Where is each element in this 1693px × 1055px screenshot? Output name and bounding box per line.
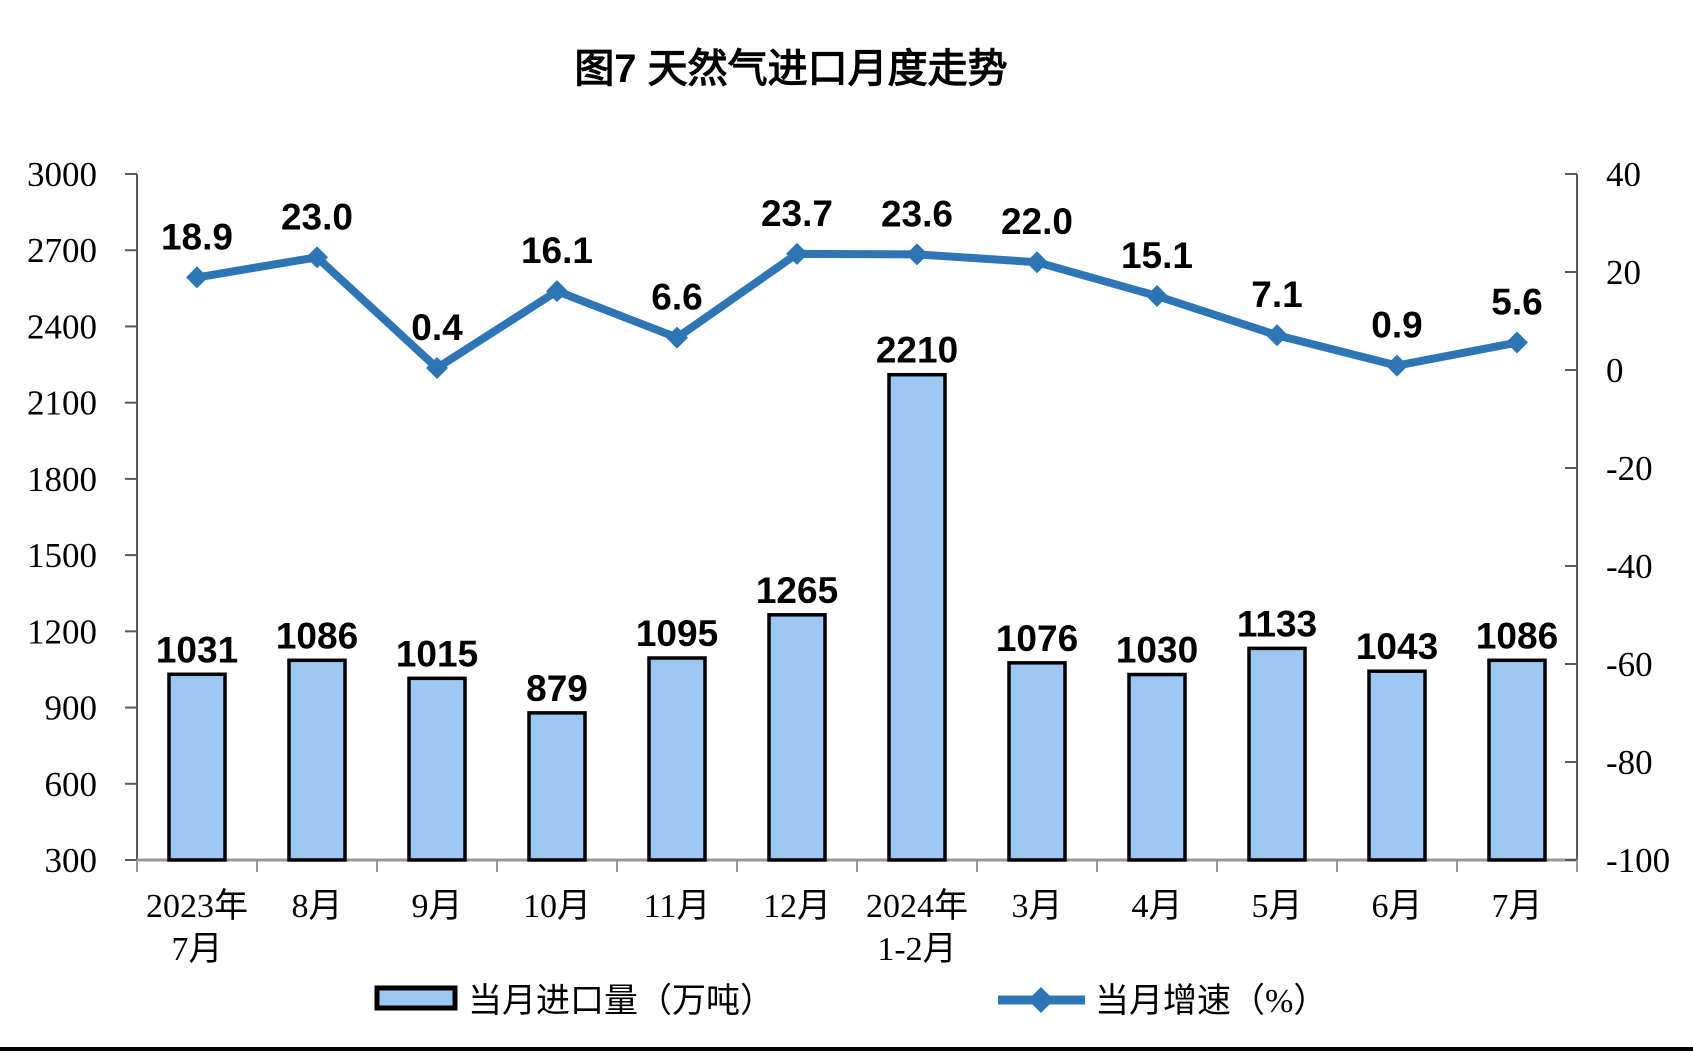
legend-bar-label: 当月进口量（万吨） (468, 982, 774, 1020)
bar (1487, 658, 1547, 862)
bar (407, 676, 467, 862)
category-label: 3月 (1012, 888, 1063, 925)
bar-value-label: 1086 (276, 615, 358, 656)
left-axis-tick-label: 900 (45, 689, 98, 728)
line-marker-diamond-icon (1026, 251, 1048, 274)
right-axis-tick-label: -80 (1606, 743, 1653, 782)
line-value-label: 0.4 (411, 307, 463, 348)
category-label: 2023年 (146, 887, 248, 925)
line-marker-diamond-icon (1266, 324, 1288, 347)
bar-value-label: 1043 (1356, 626, 1438, 667)
right-axis-tick-label: -60 (1606, 645, 1653, 684)
category-label: 5月 (1252, 888, 1303, 925)
left-axis-tick-label: 1800 (27, 460, 97, 499)
bar (647, 656, 707, 862)
bar (767, 613, 827, 862)
bar (1247, 646, 1307, 862)
right-axis-tick-label: 40 (1606, 155, 1641, 194)
bar-value-label: 1031 (156, 629, 238, 670)
bar (887, 372, 947, 862)
axes: 3000 2700 2400 2100 1800 1500 1200 900 600 300 40 2… (27, 155, 1670, 880)
right-axis-tick-label: -20 (1606, 449, 1653, 488)
line-marker-diamond-icon (546, 280, 568, 303)
line-value-label: 7.1 (1251, 274, 1302, 315)
line-marker-diamond-icon (786, 242, 808, 265)
bar-value-label: 879 (526, 668, 588, 709)
line-value-label: 23.7 (761, 193, 833, 234)
bar-value-label: 1076 (996, 618, 1078, 659)
growth-line (193, 249, 1521, 373)
category-label: 12月 (763, 888, 831, 925)
category-label: 7月 (172, 931, 223, 968)
line-value-label: 0.9 (1371, 305, 1422, 346)
left-axis-tick-label: 2100 (27, 384, 97, 423)
line-marker-diamond-icon (906, 243, 928, 266)
left-axis-tick-label: 2700 (27, 231, 97, 270)
category-label: 7月 (1492, 888, 1543, 925)
bar-value-label: 1133 (1237, 603, 1317, 644)
line-value-label: 15.1 (1121, 235, 1193, 276)
line-value-label: 16.1 (521, 230, 593, 271)
legend-line-marker-icon (1028, 987, 1054, 1013)
bar (167, 672, 227, 862)
right-axis-tick-label: -40 (1606, 547, 1653, 586)
line-marker-diamond-icon (1506, 331, 1528, 354)
line-marker-diamond-icon (186, 266, 208, 289)
line-value-label: 5.6 (1491, 282, 1542, 323)
right-axis-tick-label: -100 (1606, 841, 1670, 880)
bar (1367, 669, 1427, 862)
bar-value-label: 1095 (636, 613, 718, 654)
category-label: 11月 (644, 888, 711, 925)
line-value-label: 6.6 (651, 277, 702, 318)
left-axis-tick-label: 300 (45, 841, 98, 880)
line-marker-diamond-icon (1146, 285, 1168, 308)
legend: 当月进口量（万吨） 当月增速（%） (374, 982, 1327, 1020)
category-label: 4月 (1132, 888, 1183, 925)
category-axis-labels: 2023年 7月 8月 9月 10月 11月 12月 2024年 1-2月 3月 4月 5月 6月 7月 (146, 887, 1543, 968)
legend-line-label: 当月增速（%） (1095, 982, 1327, 1020)
chart-title: 图7 天然气进口月度走势 (574, 47, 1007, 91)
category-label: 6月 (1372, 888, 1423, 925)
bar-value-label: 1265 (756, 570, 838, 611)
line-marker-diamond-icon (306, 246, 328, 269)
category-label: 8月 (292, 888, 343, 925)
category-label: 1-2月 (877, 931, 956, 968)
left-axis-tick-label: 1200 (27, 612, 97, 651)
line-series: 18.9 23.0 0.4 16.1 6.6 23.7 23.6 22.0 15.1 7.1 0.9… (161, 193, 1543, 380)
line-value-label: 22.0 (1001, 201, 1073, 242)
right-axis-tick-label: 20 (1606, 253, 1641, 292)
bar-value-label: 2210 (876, 330, 958, 371)
legend-bar-swatch (374, 985, 458, 1011)
line-marker-diamond-icon (1386, 354, 1408, 377)
bar (1007, 661, 1067, 862)
line-value-label: 23.6 (881, 193, 953, 234)
bar-series: 1031 1086 1015 879 1095 1265 2210 1076 1030 1133 1… (156, 330, 1558, 862)
bar-value-label: 1015 (396, 633, 478, 674)
line-marker-diamond-icon (426, 357, 448, 380)
category-label: 10月 (523, 888, 591, 925)
line-marker-diamond-icon (666, 326, 688, 349)
left-axis-tick-label: 1500 (27, 536, 97, 575)
category-label: 9月 (412, 888, 463, 925)
page-bottom-divider (0, 1047, 1693, 1051)
line-value-label: 18.9 (161, 216, 233, 257)
left-axis-tick-label: 600 (45, 765, 98, 804)
bar (287, 658, 347, 862)
line-value-label: 23.0 (281, 196, 353, 237)
bar-value-label: 1086 (1476, 615, 1558, 656)
left-axis-tick-label: 2400 (27, 307, 97, 346)
bar (1127, 672, 1187, 862)
right-axis-tick-label: 0 (1606, 351, 1624, 390)
bar-value-label: 1030 (1116, 630, 1198, 671)
category-label: 2024年 (866, 887, 968, 925)
left-axis-tick-label: 3000 (27, 155, 97, 194)
bar (527, 711, 587, 862)
